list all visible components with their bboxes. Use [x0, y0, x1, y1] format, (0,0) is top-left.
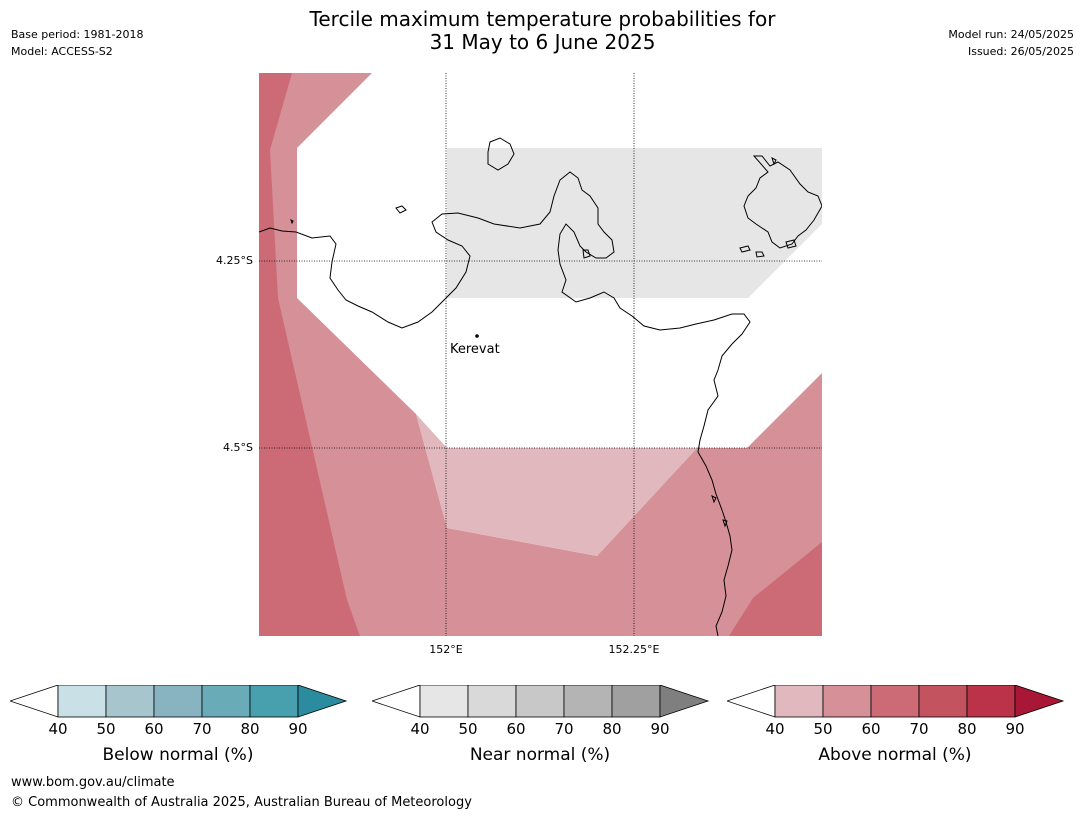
below-tick-60: 60: [144, 720, 164, 738]
colorbar-near-normal: [372, 685, 710, 718]
lon-label-1: 152°E: [429, 643, 463, 656]
coastline-northeast-islands: [743, 155, 822, 249]
coastline-islet-tiny: [290, 219, 294, 225]
meta-right: Model run: 24/05/2025 Issued: 26/05/2025: [948, 26, 1074, 60]
below-tick-90: 90: [288, 720, 308, 738]
coastline-main: [259, 171, 751, 636]
above-tick-60: 60: [861, 720, 881, 738]
above-normal-40-region: [416, 414, 697, 556]
near-bin-70-80: [563, 685, 613, 718]
base-period-text: Base period: 1981-2018: [11, 28, 144, 41]
near-normal-label: Near normal (%): [469, 745, 611, 765]
coastline-islet-east-3: [785, 239, 797, 249]
coastline-islet-southeast: [711, 495, 717, 504]
above-normal-60-corner-region: [729, 542, 822, 636]
below-tick-40: 40: [48, 720, 68, 738]
near-bin-60-70: [515, 685, 565, 718]
near-tick-50: 50: [458, 720, 478, 738]
below-extend-low: [10, 685, 59, 718]
title-line-1: Tercile maximum temperature probabilitie…: [309, 7, 776, 31]
colorbar-below-normal: [10, 685, 348, 718]
near-tick-60: 60: [506, 720, 526, 738]
coastline-islet-west: [395, 205, 407, 214]
map-area: [259, 73, 822, 636]
near-tick-40: 40: [410, 720, 430, 738]
near-extend-high: [659, 685, 710, 718]
coastline-islet-east-1: [739, 245, 751, 253]
below-tick-70: 70: [192, 720, 212, 738]
lat-label-1: 4.25°S: [216, 254, 253, 267]
lat-label-2: 4.5°S: [223, 441, 253, 454]
above-normal-50-region: [259, 73, 822, 636]
above-bin-80-90: [966, 685, 1016, 718]
near-normal-40-region: [447, 148, 822, 298]
above-extend-low: [727, 685, 776, 718]
above-tick-50: 50: [813, 720, 833, 738]
above-normal-60-left-region: [259, 73, 360, 636]
footer-url: www.bom.gov.au/climate: [11, 775, 175, 790]
above-bin-60-70: [870, 685, 920, 718]
near-tick-80: 80: [602, 720, 622, 738]
above-bin-50-60: [822, 685, 872, 718]
near-extend-low: [372, 685, 421, 718]
above-tick-70: 70: [909, 720, 929, 738]
footer-copyright: © Commonwealth of Australia 2025, Austra…: [11, 795, 472, 810]
coastline-islet-southeast-2: [722, 519, 728, 528]
below-extend-high: [297, 685, 348, 718]
below-tick-80: 80: [240, 720, 260, 738]
model-text: Model: ACCESS-S2: [11, 45, 113, 58]
above-normal-label: Above normal (%): [818, 745, 972, 765]
above-tick-40: 40: [765, 720, 785, 738]
issued-text: Issued: 26/05/2025: [967, 45, 1074, 58]
meta-left: Base period: 1981-2018 Model: ACCESS-S2: [11, 26, 143, 60]
lon-label-2: 152.25°E: [608, 643, 660, 656]
below-bin-80-90: [249, 685, 299, 718]
model-run-text: Model run: 24/05/2025: [948, 28, 1074, 41]
near-bin-50-60: [467, 685, 517, 718]
kerevat-marker: [475, 334, 479, 338]
title-line-2: 31 May to 6 June 2025: [429, 30, 656, 54]
near-bin-40-50: [419, 685, 469, 718]
below-normal-label: Below normal (%): [102, 745, 254, 765]
coastline-islet-small: [582, 249, 591, 259]
above-bin-40-50: [774, 685, 824, 718]
below-bin-60-70: [153, 685, 203, 718]
coastline-islet-east-4: [771, 157, 777, 166]
below-bin-70-80: [201, 685, 251, 718]
colorbar-above-normal: [727, 685, 1065, 718]
coastline-island-north: [487, 137, 515, 171]
above-tick-80: 80: [957, 720, 977, 738]
above-bin-70-80: [918, 685, 968, 718]
coastline-islet-east-2: [755, 251, 765, 258]
chart-title: Tercile maximum temperature probabilitie…: [0, 8, 1085, 54]
below-bin-40-50: [57, 685, 107, 718]
near-tick-70: 70: [554, 720, 574, 738]
place-label-kerevat: Kerevat: [450, 342, 500, 357]
below-bin-50-60: [105, 685, 155, 718]
near-tick-90: 90: [650, 720, 670, 738]
above-tick-90: 90: [1005, 720, 1025, 738]
below-tick-50: 50: [96, 720, 116, 738]
near-bin-80-90: [611, 685, 661, 718]
above-extend-high: [1014, 685, 1065, 718]
